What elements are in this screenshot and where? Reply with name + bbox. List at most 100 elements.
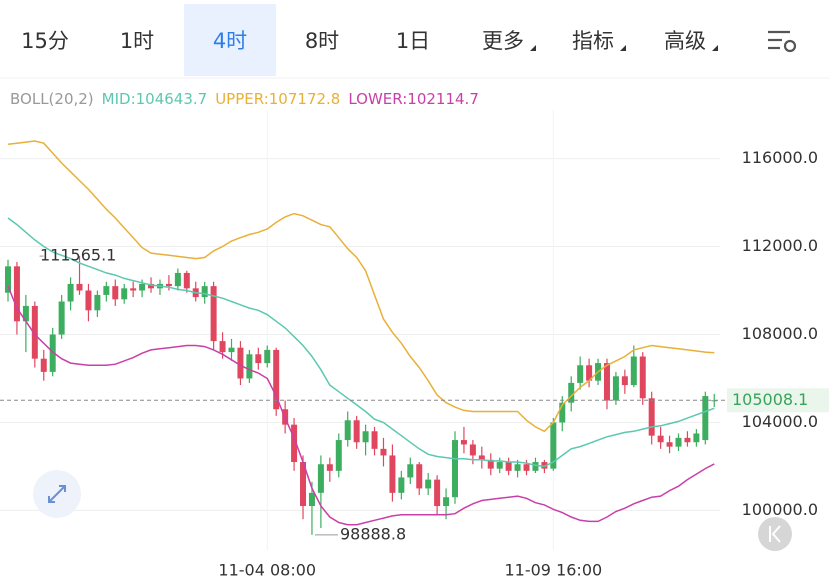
tab[interactable]: 15分 [21, 29, 69, 53]
candle-body [255, 354, 262, 364]
candle-body [31, 305, 38, 359]
candle-body [13, 266, 20, 322]
candle-body [130, 288, 137, 291]
candle-body [675, 437, 682, 447]
candle-body [246, 354, 253, 379]
candle-body [487, 459, 494, 469]
candle-body [568, 382, 575, 403]
tab[interactable]: 更多 [482, 29, 524, 53]
candle-body [353, 420, 360, 443]
boll-line [7, 217, 715, 468]
candle-body [103, 286, 110, 295]
back-to-latest-button[interactable] [758, 517, 792, 551]
dropdown-caret [620, 45, 626, 51]
candle-body [389, 455, 396, 493]
candle-body [219, 341, 226, 353]
candle-body [326, 464, 333, 471]
candle-body [344, 420, 351, 441]
candle-body [58, 301, 65, 335]
dropdown-caret [712, 45, 718, 51]
candle-body [273, 349, 280, 410]
candle-body [666, 442, 673, 447]
candle-body [317, 464, 324, 493]
candle-body [237, 347, 244, 379]
indicator-name: BOLL(20,2) [10, 90, 94, 108]
tab[interactable]: 8时 [305, 29, 339, 53]
candle-body [335, 440, 342, 471]
tab[interactable]: 高级 [664, 29, 706, 53]
candle-body [5, 266, 11, 293]
y-tick-label: 112000.0 [742, 236, 818, 255]
candle-body [648, 398, 655, 436]
candle-body [621, 376, 628, 386]
tab-selected-bg [184, 4, 276, 76]
x-tick-label: 11-04 08:00 [218, 561, 316, 580]
expand-button[interactable] [33, 470, 81, 518]
legend-entry: MID:104643.7 [102, 90, 208, 108]
candle-body [407, 464, 414, 478]
min-label: 98888.8 [340, 524, 406, 543]
candle-body [398, 477, 405, 493]
candle-body [201, 286, 208, 298]
tab[interactable]: 指标 [572, 29, 614, 53]
candle-body [67, 283, 74, 302]
candle-body [85, 290, 92, 311]
candle-body [630, 356, 637, 386]
candle-body [693, 433, 700, 443]
candle-body [452, 440, 458, 498]
candle-body [523, 464, 530, 471]
candle-body [505, 462, 512, 471]
candle-body [183, 272, 190, 289]
y-tick-label: 100000.0 [742, 500, 818, 519]
candle-body [541, 462, 548, 469]
legend-entry: LOWER:102114.7 [348, 90, 479, 108]
tab[interactable]: 4时 [213, 29, 247, 53]
candle-body [684, 437, 691, 443]
candle-body [460, 440, 467, 445]
candle-body [76, 283, 83, 291]
current-price-label: 105008.1 [732, 390, 808, 409]
legend-entry: UPPER:107172.8 [215, 90, 340, 108]
tab[interactable]: 1时 [120, 29, 154, 53]
candle-body [40, 358, 47, 372]
settings-icon[interactable] [768, 30, 797, 53]
candle-body [603, 363, 610, 401]
max-label: 111565.1 [40, 246, 116, 265]
tab-bar [0, 0, 829, 78]
candle-body [264, 349, 271, 364]
tab[interactable]: 1日 [396, 29, 430, 53]
candle-body [612, 376, 619, 401]
candle-body [496, 462, 503, 469]
candle-body [702, 396, 709, 441]
candle-body [139, 283, 146, 291]
candle-body [639, 356, 646, 399]
candle-body [49, 334, 56, 372]
candle-body [416, 464, 423, 489]
y-tick-label: 104000.0 [742, 412, 818, 431]
candle-body [22, 305, 29, 322]
candle-body [380, 448, 387, 456]
candle-body [550, 422, 557, 469]
candle-body [300, 462, 307, 507]
candle-body [291, 424, 298, 463]
y-tick-label: 108000.0 [742, 324, 818, 343]
candle-body [174, 272, 181, 287]
candle-body [94, 294, 101, 311]
x-tick-label: 11-09 16:00 [504, 561, 602, 580]
candle-body [362, 431, 369, 443]
candle-body [210, 286, 217, 342]
candle-body [532, 462, 539, 471]
candle-body [228, 347, 235, 353]
candle-body [443, 497, 450, 507]
candle-body [308, 492, 315, 507]
candle-body [434, 479, 441, 507]
candle-body [577, 365, 584, 383]
candle-body [586, 365, 593, 381]
candle-body [148, 283, 155, 289]
candle-body [657, 435, 664, 443]
dropdown-caret [530, 45, 536, 51]
candle-body [425, 479, 432, 489]
candle-body [112, 286, 119, 300]
candle-body [371, 431, 378, 449]
